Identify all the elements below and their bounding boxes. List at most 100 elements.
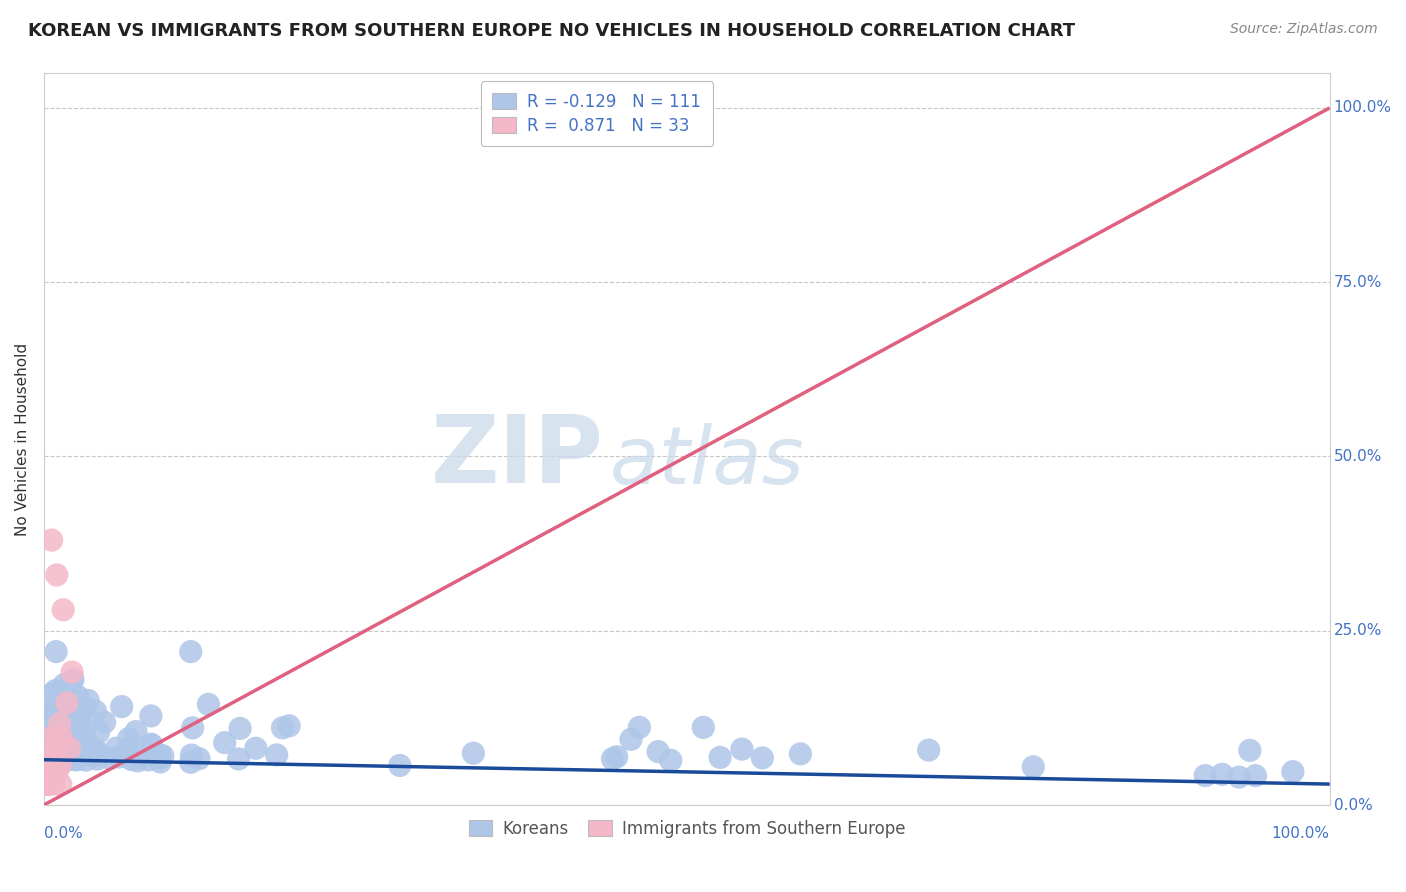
Point <box>59 674 82 689</box>
Point <box>39 737 62 751</box>
Point <box>45 721 67 735</box>
Point <box>35 732 58 747</box>
Point <box>53 723 76 737</box>
Point <box>127 754 149 768</box>
Point <box>35 777 58 791</box>
Point <box>180 645 202 659</box>
Point <box>228 752 250 766</box>
Point <box>39 721 62 735</box>
Point <box>37 747 59 762</box>
Text: 25.0%: 25.0% <box>1333 624 1382 638</box>
Point <box>45 738 67 752</box>
Point <box>148 751 170 765</box>
Point <box>58 741 80 756</box>
Point <box>180 756 202 770</box>
Point <box>602 752 624 766</box>
Point <box>271 721 294 735</box>
Point <box>37 760 59 774</box>
Point <box>39 744 62 758</box>
Point <box>39 739 62 753</box>
Point <box>51 730 73 744</box>
Point <box>73 724 96 739</box>
Point <box>84 704 107 718</box>
Point <box>34 777 56 791</box>
Point <box>245 741 267 756</box>
Point <box>1227 770 1250 784</box>
Point <box>180 747 202 762</box>
Point <box>105 741 128 756</box>
Point <box>77 737 100 751</box>
Point <box>66 725 89 739</box>
Point <box>98 751 121 765</box>
Point <box>141 739 163 753</box>
Point <box>108 750 131 764</box>
Point <box>117 731 139 746</box>
Point <box>647 745 669 759</box>
Point <box>72 732 94 747</box>
Point <box>229 722 252 736</box>
Legend: Koreans, Immigrants from Southern Europe: Koreans, Immigrants from Southern Europe <box>463 813 911 844</box>
Point <box>138 753 160 767</box>
Point <box>42 777 65 791</box>
Point <box>69 715 91 730</box>
Point <box>77 693 100 707</box>
Point <box>58 753 80 767</box>
Point <box>38 708 60 723</box>
Point <box>44 757 66 772</box>
Point <box>197 698 219 712</box>
Point <box>80 740 103 755</box>
Point <box>278 719 301 733</box>
Point <box>56 696 79 710</box>
Point <box>62 731 84 746</box>
Point <box>70 701 93 715</box>
Point <box>692 720 714 734</box>
Y-axis label: No Vehicles in Household: No Vehicles in Household <box>15 343 30 535</box>
Text: 0.0%: 0.0% <box>1333 797 1372 813</box>
Point <box>38 777 60 791</box>
Point <box>67 707 90 722</box>
Point <box>34 759 56 773</box>
Point <box>118 747 141 762</box>
Point <box>51 739 73 754</box>
Point <box>266 747 288 762</box>
Point <box>93 715 115 730</box>
Point <box>1194 769 1216 783</box>
Point <box>121 753 143 767</box>
Point <box>181 721 204 735</box>
Point <box>111 699 134 714</box>
Point <box>56 745 79 759</box>
Point <box>66 753 89 767</box>
Point <box>149 755 172 769</box>
Point <box>188 752 211 766</box>
Point <box>35 730 58 744</box>
Point <box>149 747 172 762</box>
Point <box>35 738 58 752</box>
Point <box>125 724 148 739</box>
Point <box>44 745 66 759</box>
Point <box>62 673 84 687</box>
Point <box>606 749 628 764</box>
Point <box>53 677 76 691</box>
Point <box>44 748 66 763</box>
Point <box>659 753 682 767</box>
Point <box>86 752 108 766</box>
Point <box>34 777 56 791</box>
Point <box>37 730 59 744</box>
Point <box>52 752 75 766</box>
Point <box>620 732 643 747</box>
Point <box>1239 743 1261 757</box>
Point <box>34 777 56 791</box>
Point <box>731 742 754 756</box>
Point <box>48 717 70 731</box>
Point <box>38 741 60 756</box>
Text: atlas: atlas <box>610 424 804 501</box>
Point <box>45 568 67 582</box>
Point <box>49 757 72 772</box>
Point <box>75 753 97 767</box>
Point <box>37 742 59 756</box>
Point <box>35 777 58 791</box>
Point <box>37 777 59 791</box>
Point <box>789 747 811 761</box>
Point <box>44 683 66 698</box>
Point <box>34 777 56 791</box>
